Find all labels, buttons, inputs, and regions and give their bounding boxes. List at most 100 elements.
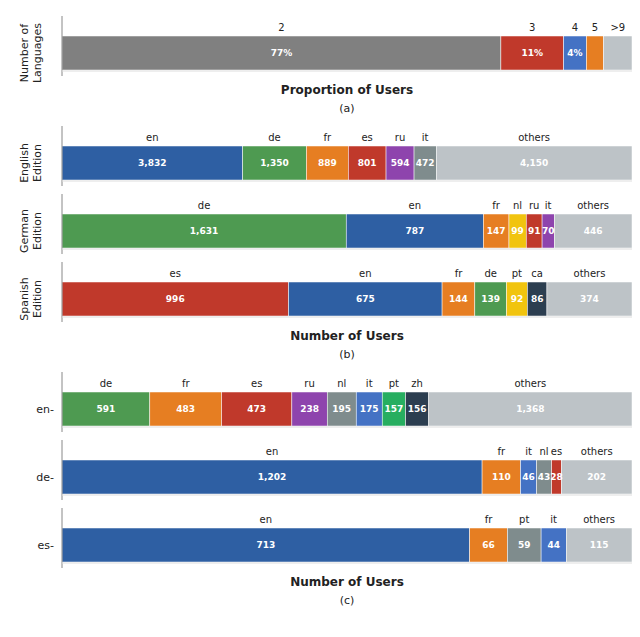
- y-axis-line: [62, 440, 63, 500]
- labels: es996en675fr144de139pt92ca86others374: [166, 268, 606, 304]
- data-label: 787: [405, 226, 424, 236]
- labels: en3,832de1,350fr889es801ru594it472others…: [138, 132, 550, 168]
- bar-segment: [475, 282, 507, 316]
- chart-figure: 277%311%44%5>9Number ofLanguagesProporti…: [0, 0, 640, 637]
- bar-segment: [561, 460, 632, 494]
- segment-label: de: [268, 132, 281, 143]
- segment-label: es: [551, 446, 562, 457]
- x-axis-line: [62, 495, 632, 496]
- segment-label: en: [146, 132, 159, 143]
- segment-label: others: [518, 132, 550, 143]
- y-axis-line: [62, 16, 63, 76]
- data-label: 1,368: [516, 404, 544, 414]
- bar-segment: [470, 528, 508, 562]
- data-label: 66: [482, 540, 495, 550]
- segment-label: it: [422, 132, 429, 143]
- bar-segment: [566, 528, 632, 562]
- data-label: 472: [416, 158, 435, 168]
- segment-label: it: [545, 200, 552, 211]
- segment-label: ru: [529, 200, 539, 211]
- segment-label: it: [366, 378, 373, 389]
- y-axis-label: SpanishEdition: [18, 277, 44, 320]
- segment-label: pt: [512, 268, 522, 279]
- bar-segment: [414, 146, 436, 180]
- y-axis-label-line: Number of: [18, 23, 31, 82]
- segment-label: others: [514, 378, 546, 389]
- bar-segment: [541, 528, 566, 562]
- marks: [62, 36, 632, 70]
- data-label: 202: [587, 472, 606, 482]
- segment-label: en: [409, 200, 422, 211]
- y-axis-line: [62, 194, 63, 254]
- segment-label: en: [266, 446, 279, 457]
- data-label: 801: [358, 158, 377, 168]
- segment-label: 2: [278, 22, 284, 33]
- segment-label: de: [484, 268, 497, 279]
- segment-label: >9: [610, 22, 625, 33]
- marks: [62, 214, 632, 248]
- segment-label: ru: [395, 132, 405, 143]
- bar-segment: [527, 282, 547, 316]
- segment-label: zh: [411, 378, 423, 389]
- segment-label: de: [198, 200, 211, 211]
- y-axis-label-line: English: [18, 143, 31, 183]
- x-axis-label: Proportion of Users: [281, 83, 413, 97]
- labels: en713fr66pt59it44others115: [256, 514, 615, 550]
- segment-label: fr: [323, 132, 332, 143]
- bar-row: es996en675fr144de139pt92ca86others374Spa…: [18, 262, 633, 322]
- x-axis-line: [62, 317, 632, 318]
- segment-label: 5: [592, 22, 598, 33]
- data-label: 1,631: [190, 226, 218, 236]
- segment-label: fr: [485, 514, 494, 525]
- y-axis-line: [62, 262, 63, 322]
- segment-label: fr: [497, 446, 506, 457]
- data-label: 1,350: [260, 158, 288, 168]
- labels: de591fr483es473ru238nl195it175pt157zh156…: [97, 378, 547, 414]
- bar-row: en713fr66pt59it44others115es-: [38, 508, 632, 568]
- segment-label: pt: [389, 378, 399, 389]
- y-axis-label: GermanEdition: [18, 209, 44, 253]
- data-label: 147: [487, 226, 506, 236]
- y-axis-label-line: Edition: [31, 212, 44, 250]
- y-axis-label: Number ofLanguages: [18, 23, 44, 83]
- bar-segment: [542, 214, 554, 248]
- subtitle: (c): [340, 594, 355, 607]
- bar-segment: [222, 392, 292, 426]
- segment-label: es: [170, 268, 181, 279]
- data-label: 44: [547, 540, 560, 550]
- data-label: 144: [449, 294, 468, 304]
- data-label: 91: [528, 226, 541, 236]
- segment-label: en: [260, 514, 273, 525]
- bar-segment: [436, 146, 632, 180]
- data-label: 99: [511, 226, 524, 236]
- bar-segment: [526, 214, 542, 248]
- data-label: 86: [531, 294, 544, 304]
- marks: [62, 528, 632, 562]
- data-label: 483: [176, 404, 195, 414]
- bar-segment: [564, 36, 587, 70]
- data-label: 28: [550, 472, 563, 482]
- data-label: 11%: [521, 48, 543, 58]
- data-label: 446: [584, 226, 603, 236]
- y-axis-line: [62, 126, 63, 186]
- y-axis-label: es-: [38, 539, 54, 552]
- x-axis-line: [62, 181, 632, 182]
- segment-label: it: [550, 514, 557, 525]
- bar-segment: [382, 392, 405, 426]
- bar-segment: [289, 282, 443, 316]
- bar-segment: [327, 392, 356, 426]
- y-axis-label-line: Languages: [31, 23, 44, 83]
- bar-segment: [292, 392, 327, 426]
- segment-label: it: [525, 446, 532, 457]
- bar-row: 277%311%44%5>9Number ofLanguages: [18, 16, 633, 83]
- bar-segment: [306, 146, 348, 180]
- x-axis-line: [62, 427, 632, 428]
- bar-segment: [62, 146, 243, 180]
- bar-segment: [547, 282, 632, 316]
- y-axis-label-line: German: [18, 209, 31, 253]
- x-axis-line: [62, 249, 632, 250]
- data-label: 175: [360, 404, 379, 414]
- bar-segment: [62, 392, 150, 426]
- data-label: 4,150: [520, 158, 548, 168]
- data-label: 110: [492, 472, 511, 482]
